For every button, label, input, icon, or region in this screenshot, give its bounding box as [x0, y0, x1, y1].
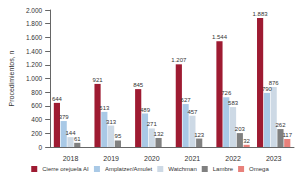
svg-text:2020: 2020	[144, 155, 160, 162]
svg-text:726: 726	[221, 90, 232, 96]
svg-text:2018: 2018	[63, 155, 79, 162]
svg-text:0: 0	[39, 144, 43, 151]
svg-text:2022: 2022	[225, 155, 241, 162]
svg-text:790: 790	[262, 86, 273, 92]
svg-text:845: 845	[133, 82, 144, 88]
svg-text:457: 457	[187, 109, 198, 115]
svg-text:800: 800	[31, 89, 42, 96]
svg-text:921: 921	[93, 77, 104, 83]
svg-text:600: 600	[31, 102, 42, 109]
svg-text:123: 123	[194, 132, 205, 138]
svg-text:2023: 2023	[266, 155, 282, 162]
svg-text:1.600: 1.600	[26, 34, 43, 41]
svg-text:Amplatzer/Amulet: Amplatzer/Amulet	[105, 166, 153, 172]
svg-text:95: 95	[115, 133, 122, 139]
svg-text:400: 400	[31, 116, 42, 123]
svg-text:2.000: 2.000	[26, 7, 43, 14]
svg-text:876: 876	[269, 80, 280, 86]
svg-text:2019: 2019	[103, 155, 119, 162]
svg-text:117: 117	[282, 132, 292, 138]
svg-text:Procedimientos, n: Procedimientos, n	[8, 50, 15, 106]
svg-text:1.400: 1.400	[26, 48, 43, 55]
svg-text:627: 627	[181, 97, 192, 103]
svg-text:644: 644	[52, 96, 63, 102]
svg-text:61: 61	[74, 136, 81, 142]
svg-text:513: 513	[99, 105, 110, 111]
svg-text:583: 583	[228, 100, 239, 106]
svg-text:1.000: 1.000	[26, 75, 43, 82]
svg-text:Omega: Omega	[249, 166, 269, 172]
svg-text:200: 200	[31, 130, 42, 137]
svg-text:132: 132	[154, 131, 165, 137]
svg-text:32: 32	[243, 138, 250, 144]
svg-text:379: 379	[59, 114, 70, 120]
svg-text:1.207: 1.207	[171, 57, 187, 63]
svg-text:1.200: 1.200	[26, 61, 43, 68]
svg-text:313: 313	[106, 119, 117, 125]
svg-text:Cierre orejuela AI: Cierre orejuela AI	[42, 166, 89, 172]
svg-text:271: 271	[147, 121, 158, 127]
svg-text:Lambre: Lambre	[213, 166, 234, 172]
svg-text:2021: 2021	[185, 155, 201, 162]
svg-text:1.544: 1.544	[212, 34, 228, 40]
svg-text:262: 262	[275, 122, 286, 128]
svg-text:489: 489	[140, 107, 151, 113]
svg-text:144: 144	[65, 130, 76, 137]
svg-text:203: 203	[235, 126, 246, 132]
svg-text:1.800: 1.800	[26, 20, 43, 27]
svg-text:Watchman: Watchman	[168, 166, 196, 172]
svg-text:1.883: 1.883	[253, 11, 269, 17]
